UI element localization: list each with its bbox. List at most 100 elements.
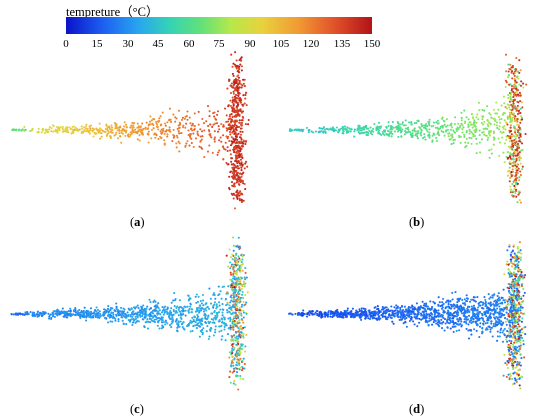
spray-particle bbox=[244, 93, 247, 97]
spray-particle bbox=[523, 356, 526, 359]
spray-particle bbox=[186, 118, 189, 121]
spray-particle bbox=[500, 314, 503, 317]
spray-particle bbox=[384, 311, 387, 314]
spray-particle bbox=[476, 308, 479, 311]
spray-particle bbox=[400, 304, 404, 308]
spray-particle bbox=[518, 241, 521, 244]
spray-particle bbox=[225, 114, 228, 117]
spray-particle bbox=[507, 373, 510, 376]
spray-particle bbox=[61, 125, 64, 129]
spray-particle bbox=[519, 258, 522, 261]
spray-particle bbox=[186, 110, 189, 113]
spray-particle bbox=[118, 129, 121, 132]
colorbar-tick: 0 bbox=[63, 38, 69, 50]
spray-particle bbox=[225, 120, 228, 123]
spray-particle bbox=[77, 129, 80, 132]
spray-particle bbox=[341, 313, 344, 316]
spray-particle bbox=[388, 310, 391, 313]
spray-particle bbox=[219, 136, 222, 139]
spray-particle bbox=[463, 302, 466, 305]
spray-particle bbox=[231, 96, 234, 99]
spray-particle bbox=[185, 142, 188, 145]
spray-particle bbox=[412, 308, 416, 311]
spray-particle bbox=[475, 316, 478, 319]
spray-particle bbox=[230, 160, 233, 163]
spray-particle bbox=[437, 318, 440, 322]
spray-particle bbox=[353, 315, 356, 318]
spray-particle bbox=[474, 307, 477, 310]
spray-particle bbox=[451, 298, 454, 301]
spray-particle bbox=[59, 126, 62, 129]
spray-particle bbox=[465, 315, 469, 318]
spray-particle bbox=[152, 127, 155, 130]
spray-particle bbox=[478, 311, 482, 314]
spray-particle bbox=[488, 326, 491, 329]
spray-particle bbox=[124, 129, 127, 132]
spray-particle bbox=[510, 303, 513, 306]
spray-particle bbox=[196, 130, 199, 133]
spray-particle bbox=[408, 319, 411, 323]
spray-particle bbox=[483, 310, 486, 314]
spray-particle bbox=[446, 326, 449, 329]
spray-particle bbox=[501, 302, 504, 305]
spray-particle bbox=[362, 307, 365, 310]
spray-particle bbox=[365, 310, 368, 314]
spray-particle bbox=[131, 121, 134, 124]
spray-particle bbox=[138, 134, 141, 137]
spray-particle bbox=[478, 325, 482, 328]
spray-particle bbox=[216, 110, 220, 113]
spray-particle bbox=[440, 318, 443, 321]
spray-particle bbox=[164, 124, 167, 127]
spray-particle bbox=[472, 304, 475, 307]
spray-particle bbox=[190, 127, 193, 130]
spray-particle bbox=[519, 311, 523, 315]
spray-particle bbox=[498, 296, 501, 299]
spray-particle bbox=[492, 303, 496, 306]
spray-particle bbox=[175, 146, 178, 149]
spray-particle bbox=[498, 312, 501, 315]
spray-particle bbox=[243, 102, 246, 105]
spray-particle bbox=[168, 129, 171, 133]
spray-particle bbox=[302, 309, 305, 312]
spray-particle bbox=[519, 387, 522, 390]
spray-particle bbox=[420, 312, 423, 315]
spray-particle bbox=[229, 99, 232, 102]
spray-particle bbox=[455, 329, 458, 332]
spray-particle bbox=[150, 119, 153, 122]
spray-particle bbox=[513, 263, 516, 266]
spray-particle bbox=[429, 319, 432, 322]
spray-particle bbox=[472, 320, 475, 323]
spray-particle bbox=[452, 314, 455, 317]
spray-particle bbox=[372, 313, 375, 317]
spray-particle bbox=[301, 312, 304, 315]
spray-particle bbox=[168, 107, 171, 110]
colorbar-tick: 60 bbox=[183, 38, 195, 50]
spray-particle bbox=[131, 129, 134, 132]
spray-particle bbox=[235, 59, 238, 62]
spray-particle bbox=[86, 127, 89, 130]
spray-particle bbox=[200, 146, 203, 149]
spray-particle bbox=[288, 312, 291, 315]
spray-particle bbox=[324, 311, 327, 314]
spray-particle bbox=[499, 308, 502, 311]
spray-particle bbox=[467, 318, 470, 321]
spray-particle bbox=[228, 123, 231, 126]
colorbar-tick: 15 bbox=[91, 38, 103, 50]
spray-particle bbox=[413, 313, 416, 316]
spray-particle bbox=[184, 126, 187, 129]
spray-particle bbox=[153, 133, 156, 136]
spray-particle bbox=[343, 312, 346, 315]
spray-particle bbox=[162, 129, 165, 133]
spray-particle bbox=[428, 307, 432, 311]
spray-particle bbox=[68, 126, 71, 129]
spray-particle bbox=[92, 135, 95, 138]
spray-particle bbox=[506, 330, 509, 333]
spray-particle bbox=[409, 317, 412, 320]
spray-particle bbox=[503, 327, 506, 330]
spray-particle bbox=[395, 307, 398, 310]
spray-particle bbox=[178, 150, 181, 153]
spray-particle bbox=[489, 330, 492, 333]
spray-particle bbox=[300, 314, 304, 317]
spray-particle bbox=[107, 130, 110, 133]
spray-particle bbox=[308, 314, 311, 317]
